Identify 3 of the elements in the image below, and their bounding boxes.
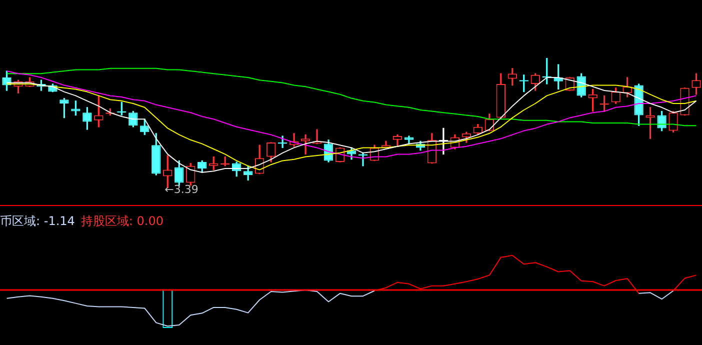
text: 币区域: -1.14 (0, 214, 75, 228)
annotation: ←3.39 (164, 182, 198, 196)
text: 持股区域: 0.00 (80, 214, 164, 228)
